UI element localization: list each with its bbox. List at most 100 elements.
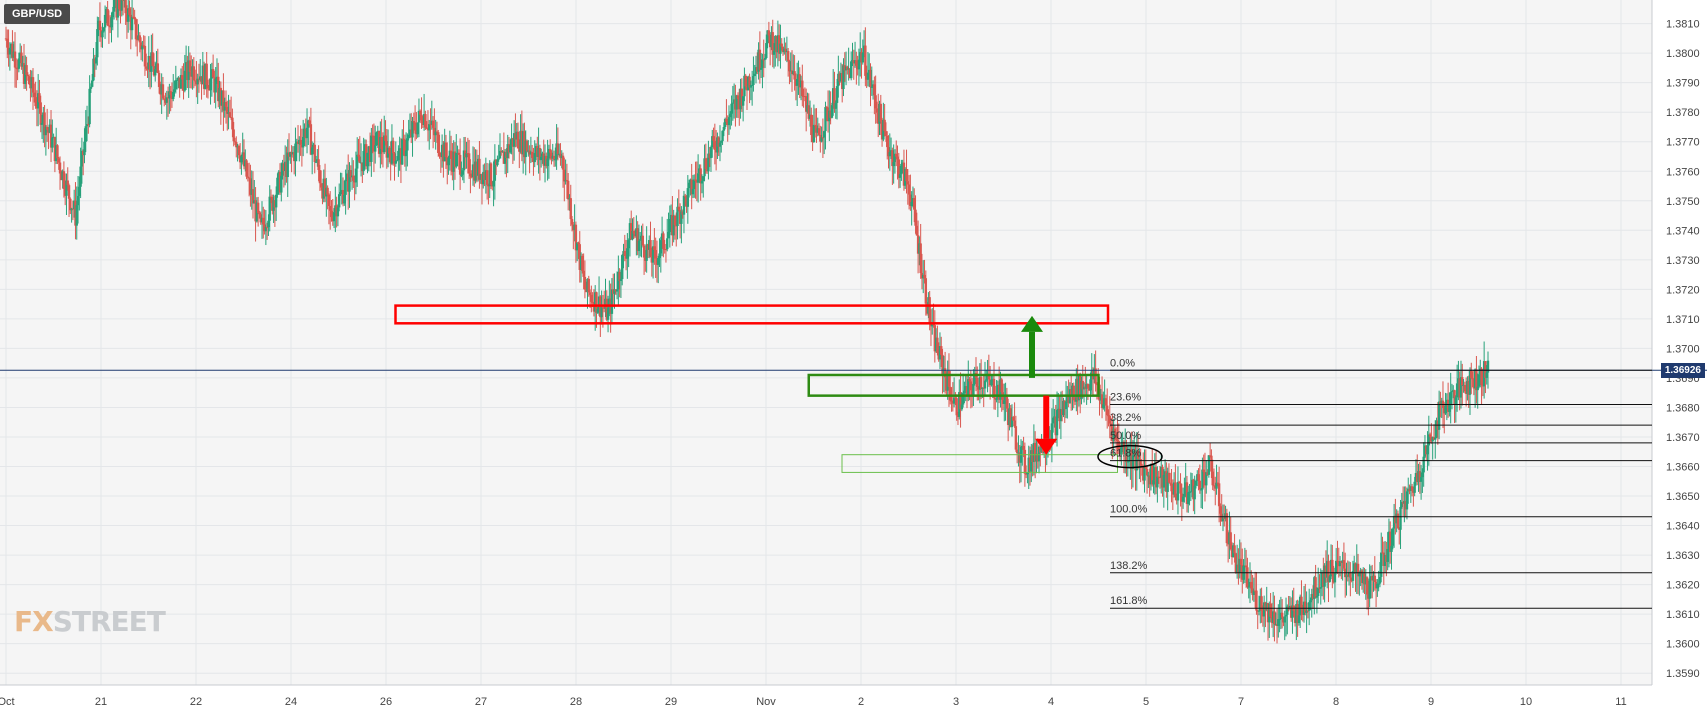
candle-body [1066, 394, 1069, 402]
candle-body [1082, 386, 1086, 390]
y-tick-label: 1.3760 [1666, 166, 1700, 178]
candle-body [1461, 377, 1464, 386]
candle-body [1216, 482, 1220, 484]
candle-body [44, 126, 48, 136]
candle-body [259, 214, 262, 223]
candle-body [1350, 577, 1353, 581]
candle-body [514, 133, 517, 140]
candle-body [983, 380, 987, 389]
candle-body [1300, 596, 1303, 610]
candle-body [1284, 614, 1288, 617]
candle-body [1099, 394, 1102, 401]
candle-body [1265, 603, 1268, 611]
candle-body [1115, 432, 1118, 440]
candle-body [745, 86, 749, 91]
fib-level-label: 138.2% [1110, 560, 1148, 572]
candle-body [335, 205, 338, 217]
candle-body [240, 156, 243, 163]
candle-body [442, 144, 445, 162]
candle-body [1328, 576, 1331, 582]
candle-body [588, 292, 592, 295]
candle-body [1175, 496, 1178, 501]
candle-body [1055, 409, 1059, 436]
candle-body [150, 52, 153, 72]
candle-body [1395, 513, 1398, 524]
candle-body [844, 66, 848, 71]
x-tick-label: 3 [953, 696, 959, 708]
candle-body [1127, 460, 1131, 462]
fib-zone [841, 454, 1118, 473]
candle-body [1037, 446, 1041, 462]
candle-body [626, 248, 629, 259]
candle-body [771, 32, 774, 55]
candle-body [1306, 610, 1310, 612]
candle-body [1032, 442, 1036, 463]
candle-body [1225, 513, 1229, 544]
symbol-badge: GBP/USD [4, 4, 71, 24]
candle-body [600, 306, 603, 318]
candle-body [545, 155, 548, 167]
candle-body [969, 381, 973, 391]
candle-body [996, 384, 1000, 399]
candle-body [1196, 474, 1199, 482]
candle-body [431, 120, 435, 128]
candle-body [564, 179, 567, 182]
candle-body [43, 112, 46, 136]
candle-body [166, 97, 170, 99]
candle-body [918, 243, 921, 254]
candle-body [341, 189, 345, 204]
candle-body [1408, 488, 1411, 491]
candle-body [367, 146, 370, 153]
y-tick-label: 1.3800 [1666, 48, 1700, 60]
candle-body [460, 174, 463, 176]
candle-body [563, 169, 566, 182]
candle-body [1264, 602, 1267, 611]
candle-body [79, 166, 82, 187]
candle-body [195, 81, 198, 85]
candle-body [511, 138, 515, 147]
x-tick-label: Oct [0, 696, 15, 708]
candle-body [503, 152, 507, 164]
candle-body [227, 112, 230, 114]
candle-body [434, 131, 437, 136]
candle-body [705, 169, 709, 172]
candle-body [1104, 398, 1108, 406]
candle-body [325, 187, 328, 197]
candle-body [723, 118, 727, 127]
candle-body [1075, 378, 1078, 402]
candle-body [390, 140, 394, 164]
candle-body [283, 161, 287, 171]
candle-body [83, 141, 86, 156]
candle-body [66, 180, 69, 186]
candle-body [6, 38, 9, 48]
candle-body [1486, 360, 1490, 373]
candle-body [190, 71, 193, 77]
candle-body [361, 162, 364, 172]
candle-body [81, 150, 85, 156]
candle-body [500, 150, 503, 153]
candle-body [721, 130, 724, 142]
candle-body [689, 179, 692, 183]
candle-body [1445, 399, 1449, 406]
candle-body [267, 220, 270, 228]
candle-body [843, 65, 846, 71]
candle-body [1178, 481, 1181, 484]
candle-body [891, 150, 894, 167]
candle-body [574, 224, 578, 251]
candle-body [1012, 417, 1015, 421]
candle-body [236, 145, 239, 148]
candle-body [941, 354, 944, 375]
candle-body [98, 20, 102, 31]
candle-body [712, 136, 715, 141]
candle-body [1165, 471, 1168, 492]
candle-body [570, 219, 574, 225]
candle-body [485, 170, 489, 185]
candle-body [856, 65, 859, 70]
candle-body [65, 180, 68, 196]
candle-body [968, 379, 971, 382]
candle-body [1147, 475, 1150, 477]
candle-body [1170, 483, 1173, 492]
candle-body [619, 279, 623, 281]
candle-body [748, 76, 751, 88]
candle-body [276, 177, 279, 195]
